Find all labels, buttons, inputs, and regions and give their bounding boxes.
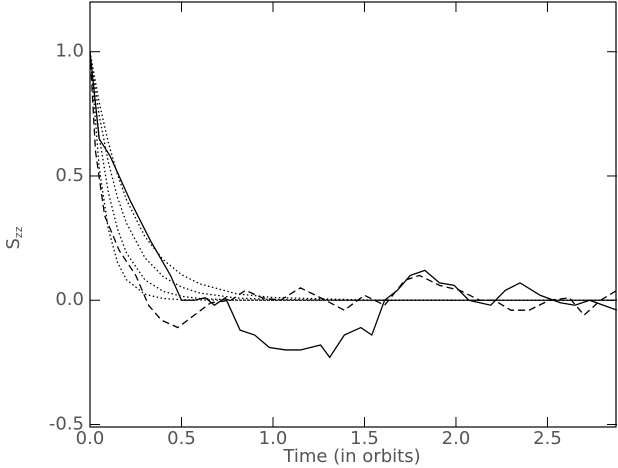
plot-frame: [89, 1, 617, 428]
x-tick-label: 1.5: [350, 428, 379, 449]
y-axis-label-sub: zz: [12, 226, 25, 238]
x-tick-label: 2.5: [533, 428, 562, 449]
series-line: [90, 51, 617, 301]
x-axis-label: Time (in orbits): [282, 446, 420, 467]
series-line: [90, 51, 617, 301]
series-line: [90, 51, 617, 301]
y-tick-label: 0.5: [55, 165, 84, 186]
series-line: [90, 51, 617, 359]
y-tick-label: 1.0: [55, 41, 84, 62]
x-tick-label: 0.5: [167, 428, 196, 449]
y-axis-label-main: S: [3, 238, 24, 249]
series-line: [90, 51, 617, 301]
y-tick-label: 0.0: [55, 289, 84, 310]
x-tick-label: 2.0: [442, 428, 471, 449]
series-line: [90, 51, 617, 329]
y-tick-label: -0.5: [49, 414, 84, 435]
y-axis-label: Szz: [3, 226, 25, 249]
x-tick-label: 0.0: [76, 428, 105, 449]
x-tick-label: 1.0: [259, 428, 288, 449]
